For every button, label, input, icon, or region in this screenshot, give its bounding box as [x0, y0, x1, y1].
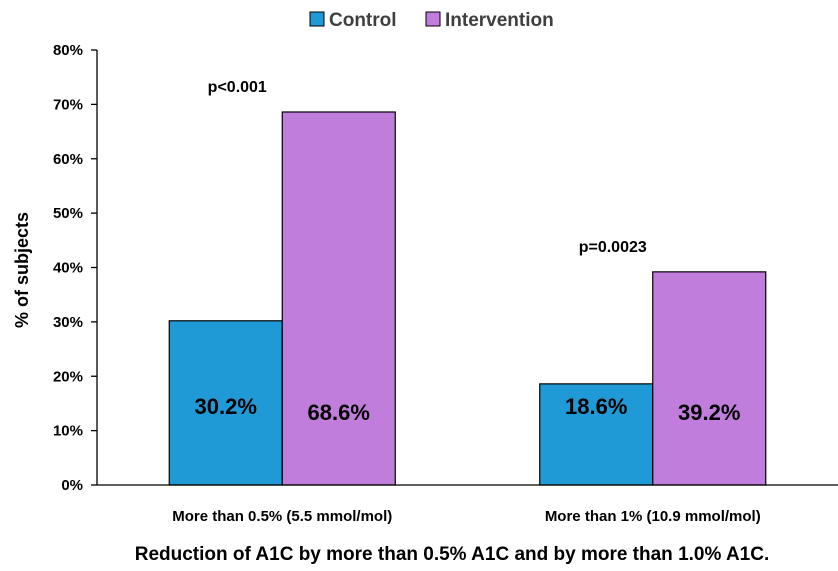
x-category-label: More than 1% (10.9 mmol/mol) — [545, 508, 761, 525]
bar-intervention-1 — [281, 111, 396, 486]
x-axis-label: Reduction of A1C by more than 0.5% A1C a… — [135, 544, 770, 565]
y-tick-label: 70% — [53, 96, 83, 113]
legend: Control Intervention — [309, 10, 554, 31]
y-axis: 0% 10% 20% 30% 40% 50% 60% 70% 80% — [53, 42, 98, 494]
y-tick-label: 0% — [61, 477, 83, 494]
data-label: 68.6% — [308, 400, 370, 425]
legend-swatch-control — [309, 11, 325, 27]
legend-label-intervention: Intervention — [445, 10, 554, 31]
y-tick-label: 60% — [53, 151, 83, 168]
y-tick-label: 50% — [53, 205, 83, 222]
y-tick-label: 20% — [53, 368, 83, 385]
legend-label-control: Control — [329, 10, 397, 31]
y-axis-label: % of subjects — [12, 212, 32, 328]
y-tick-label: 80% — [53, 42, 83, 59]
bar-control-2 — [539, 383, 654, 486]
legend-swatch-intervention — [425, 11, 441, 27]
x-category-label: More than 0.5% (5.5 mmol/mol) — [172, 508, 392, 525]
y-tick-label: 40% — [53, 260, 83, 277]
data-label: 39.2% — [678, 400, 740, 425]
x-axis: More than 0.5% (5.5 mmol/mol) More than 1… — [97, 484, 838, 525]
data-label: 18.6% — [565, 394, 627, 419]
p-value-annotation: p<0.001 — [208, 79, 267, 96]
y-tick-label: 10% — [53, 423, 83, 440]
bar-intervention-2 — [652, 271, 767, 486]
bars: 30.2% 68.6% p<0.001 18.6% 39.2% p=0.0023 — [168, 79, 767, 486]
y-tick-label: 30% — [53, 314, 83, 331]
data-label: 30.2% — [195, 394, 257, 419]
p-value-annotation: p=0.0023 — [579, 239, 647, 256]
